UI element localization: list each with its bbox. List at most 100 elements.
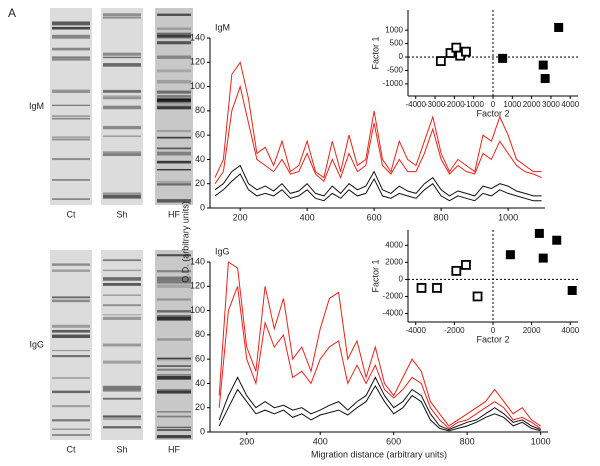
y-tick-label: -1000 [383, 79, 404, 88]
scatter-point [451, 265, 462, 276]
gel-band [52, 34, 90, 39]
gel-band [157, 374, 191, 376]
data-line [218, 384, 541, 432]
gel-band [103, 95, 141, 100]
gel-band [103, 388, 141, 392]
scatter-point [534, 228, 544, 238]
gel-band [157, 378, 191, 380]
data-line [218, 286, 541, 430]
x-tick-label: 1000 [498, 212, 518, 222]
lane-label: HF [168, 444, 180, 454]
y-tick-label: 20 [195, 402, 205, 412]
y-tick-label: 0 [399, 52, 404, 61]
gel-label: IgM [29, 101, 44, 111]
scatter-point [567, 285, 577, 295]
data-line [214, 164, 542, 197]
gel-band [52, 104, 90, 107]
gel-band [52, 324, 90, 328]
gel-band [157, 90, 191, 94]
y-tick-label: -2000 [383, 292, 404, 301]
gel-band [103, 52, 141, 56]
gel-band [103, 360, 141, 364]
scatter-point [472, 291, 483, 302]
gel-band [52, 21, 90, 26]
gel-band [103, 294, 141, 296]
gel-band [157, 41, 191, 45]
x-tick-label: 600 [367, 212, 382, 222]
gel-band [52, 47, 90, 51]
gel-band [157, 429, 191, 432]
gel-band [103, 259, 141, 262]
data-line [214, 61, 542, 179]
y-tick-label: -4000 [383, 309, 404, 318]
scatter-point [505, 250, 515, 260]
panel-label: A [8, 6, 16, 20]
y-tick-label: 60 [195, 354, 205, 364]
data-line [218, 261, 541, 427]
gel-band [103, 192, 141, 195]
gel-band [52, 334, 90, 338]
gel-band [157, 284, 191, 288]
y-tick-label: 60 [195, 130, 205, 140]
gel-band [157, 27, 191, 30]
y-tick-label: 100 [190, 81, 205, 91]
gel-band [52, 158, 90, 161]
gel-band [52, 428, 90, 430]
gel-lane [50, 250, 92, 440]
gel-band [157, 411, 191, 413]
gel-band [103, 415, 141, 418]
gel-band [157, 79, 191, 84]
gel-band [103, 385, 141, 390]
gel-band [157, 95, 191, 98]
gel-band [103, 426, 141, 429]
gel-band [103, 304, 141, 307]
x-tick-label: 3000 [542, 100, 560, 109]
gel-band [103, 89, 141, 93]
x-tick-label: 600 [386, 436, 401, 446]
x-axis-label: Factor 2 [476, 334, 509, 344]
gel-band [157, 13, 191, 16]
x-tick-label: -4000 [405, 326, 426, 335]
gel-band [157, 199, 191, 203]
y-tick-label: 40 [195, 154, 205, 164]
scatter-point [445, 48, 456, 58]
y-tick-label: 140 [190, 32, 205, 42]
x-tick-label: -2000 [444, 326, 465, 335]
chart-title: IgG [215, 246, 230, 256]
gel-band [103, 63, 141, 67]
x-tick-label: 4000 [561, 326, 579, 335]
gel-band [103, 16, 141, 19]
gel-band [157, 147, 191, 150]
gel-band [157, 389, 191, 392]
scatter-point [461, 46, 471, 57]
gel-band [52, 405, 90, 408]
gel-band [52, 89, 90, 93]
y-axis-label: Factor 1 [370, 36, 380, 69]
gel-band [103, 105, 141, 110]
y-tick-label: 20 [195, 178, 205, 188]
y-tick-label: 500 [390, 39, 404, 48]
gel-band [157, 315, 191, 318]
x-tick-label: -3000 [425, 100, 446, 109]
gel-band [52, 58, 90, 61]
x-tick-label: 2000 [523, 100, 541, 109]
y-tick-label: 80 [195, 105, 205, 115]
scatter-point [461, 260, 471, 270]
x-tick-label: 1000 [503, 100, 521, 109]
gel-band [52, 329, 90, 333]
gel-band [103, 195, 141, 199]
x-tick-label: 1000 [531, 436, 551, 446]
lane-label: Ct [67, 209, 76, 219]
gel-band [157, 129, 191, 133]
x-tick-label: 800 [460, 436, 475, 446]
gel-band [103, 277, 141, 281]
gel-band [52, 198, 90, 200]
gel-band [157, 37, 191, 39]
gel-band [157, 136, 191, 139]
scatter-point [435, 56, 446, 66]
gel-lane [50, 8, 92, 205]
gel-band [157, 365, 191, 367]
y-tick-label: 1000 [385, 25, 403, 34]
